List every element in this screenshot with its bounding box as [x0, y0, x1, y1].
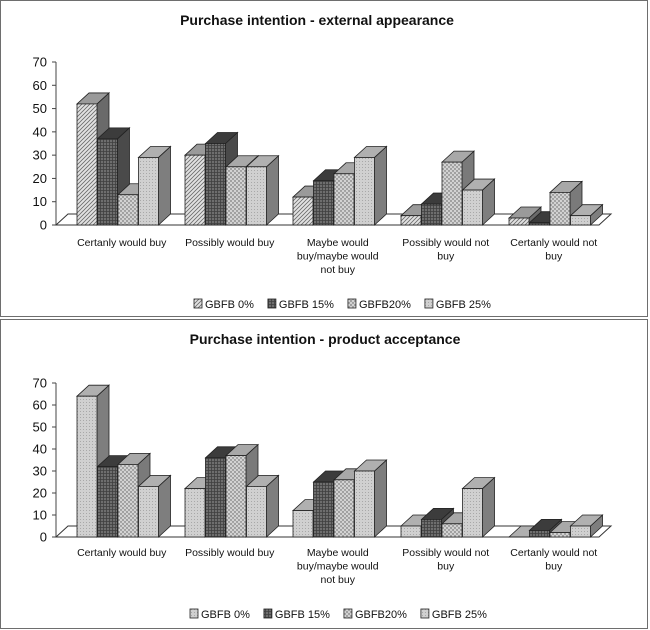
y-tick-label: 0 [40, 530, 47, 545]
chart-title: Purchase intention - product acceptance [190, 331, 461, 347]
y-tick-label: 0 [40, 218, 47, 233]
legend-item: GBFB 0% [190, 609, 250, 621]
legend-label: GBFB20% [355, 609, 407, 621]
bar [247, 156, 279, 225]
chart-panel-external-appearance: Purchase intention - external appearance… [0, 0, 648, 317]
legend-item: GBFB20% [348, 299, 411, 311]
legend-item: GBFB 0% [194, 299, 254, 311]
legend-item: GBFB 25% [425, 299, 491, 311]
legend-label: GBFB 0% [205, 299, 254, 311]
y-tick-label: 20 [33, 171, 47, 186]
legend-label: GBFB 25% [436, 299, 491, 311]
legend-item: GBFB 15% [268, 299, 334, 311]
bar [139, 475, 171, 537]
y-tick-label: 10 [33, 508, 47, 523]
category-label: Certanly would buy [77, 547, 167, 559]
legend-item: GBFB 25% [421, 609, 487, 621]
legend-label: GBFB 15% [279, 299, 334, 311]
legend-label: GBFB20% [359, 299, 411, 311]
y-tick-label: 70 [33, 376, 47, 391]
y-tick-label: 30 [33, 148, 47, 163]
y-tick-label: 40 [33, 442, 47, 457]
chart-title: Purchase intention - external appearance [180, 12, 454, 28]
y-tick-label: 40 [33, 124, 47, 139]
y-tick-label: 60 [33, 398, 47, 413]
y-tick-label: 10 [33, 194, 47, 209]
chart-svg-external-appearance: Purchase intention - external appearance… [1, 1, 649, 318]
y-tick-label: 30 [33, 464, 47, 479]
legend-swatch [268, 299, 276, 308]
legend-label: GBFB 15% [275, 609, 330, 621]
y-tick-label: 20 [33, 486, 47, 501]
y-tick-label: 50 [33, 420, 47, 435]
legend-swatch [421, 609, 429, 618]
legend-swatch [194, 299, 202, 308]
category-label: Possibly would buy [185, 547, 275, 559]
bar [463, 179, 495, 225]
legend-item: GBFB20% [344, 609, 407, 621]
y-tick-label: 50 [33, 101, 47, 116]
category-label: Certanly would buy [77, 237, 167, 249]
category-label: Possibly would buy [185, 237, 275, 249]
legend-item: GBFB 15% [264, 609, 330, 621]
bar [247, 475, 279, 537]
chart-panel-product-acceptance: Purchase intention - product acceptance 0… [0, 319, 648, 629]
y-tick-label: 60 [33, 78, 47, 93]
legend-swatch [425, 299, 433, 308]
legend-swatch [190, 609, 198, 618]
bar [355, 460, 387, 537]
legend-label: GBFB 0% [201, 609, 250, 621]
legend-swatch [348, 299, 356, 308]
legend-swatch [344, 609, 352, 618]
legend-swatch [264, 609, 272, 618]
bar [355, 146, 387, 225]
chart-svg-product-acceptance: Purchase intention - product acceptance 0… [1, 320, 649, 630]
bar [463, 478, 495, 537]
y-tick-label: 70 [33, 55, 47, 70]
legend-label: GBFB 25% [432, 609, 487, 621]
bar [139, 146, 171, 225]
